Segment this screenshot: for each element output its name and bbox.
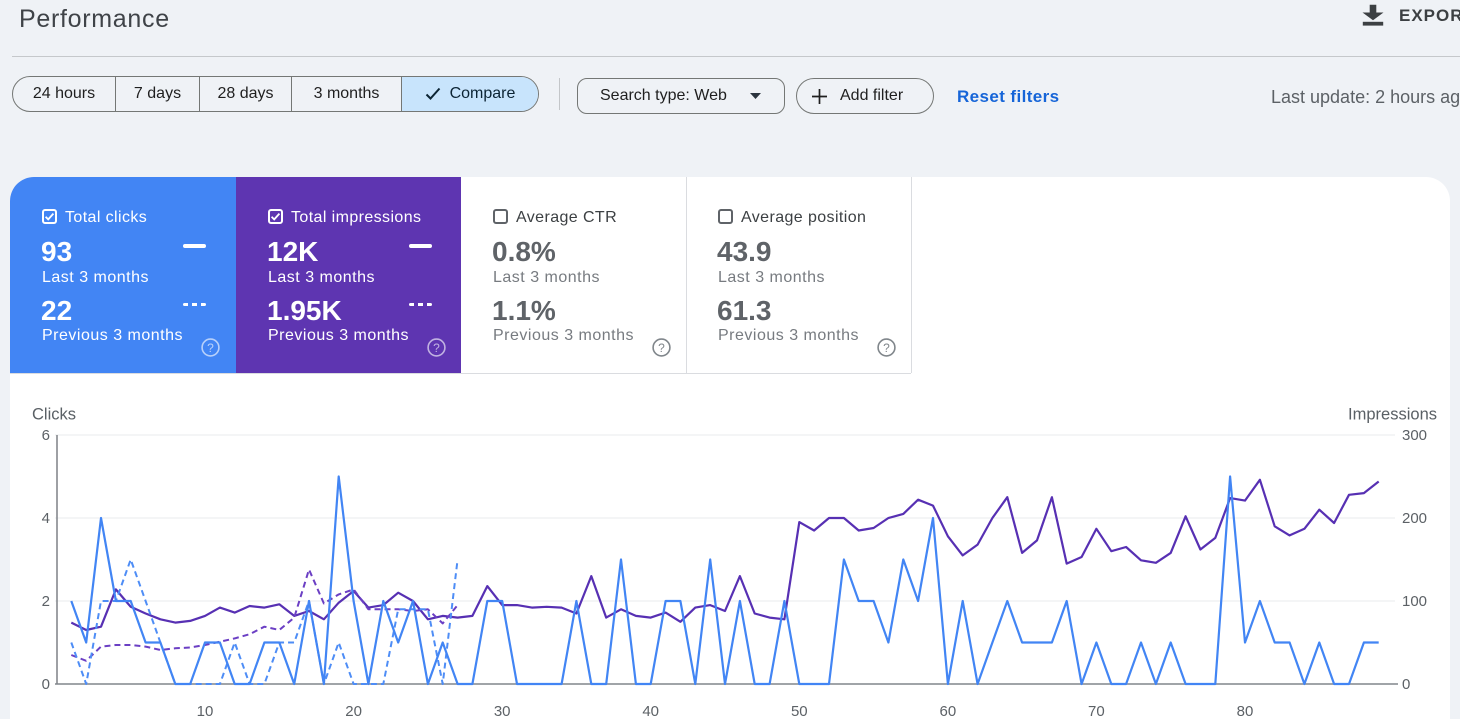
svg-text:4: 4 xyxy=(42,510,50,527)
svg-text:10: 10 xyxy=(197,703,214,719)
svg-text:300: 300 xyxy=(1402,427,1427,444)
svg-text:200: 200 xyxy=(1402,510,1427,527)
svg-text:80: 80 xyxy=(1237,703,1254,719)
svg-text:?: ? xyxy=(658,341,665,355)
svg-text:50: 50 xyxy=(791,703,808,719)
svg-text:0: 0 xyxy=(1402,676,1410,693)
svg-text:?: ? xyxy=(883,341,890,355)
svg-text:70: 70 xyxy=(1088,703,1105,719)
svg-text:?: ? xyxy=(207,341,214,355)
svg-text:100: 100 xyxy=(1402,593,1427,610)
svg-text:40: 40 xyxy=(642,703,659,719)
svg-text:60: 60 xyxy=(940,703,957,719)
svg-text:?: ? xyxy=(433,341,440,355)
svg-text:0: 0 xyxy=(42,676,50,693)
svg-text:20: 20 xyxy=(345,703,362,719)
svg-text:6: 6 xyxy=(42,427,50,444)
svg-text:Clicks: Clicks xyxy=(32,406,76,424)
svg-text:2: 2 xyxy=(42,593,50,610)
svg-text:30: 30 xyxy=(494,703,511,719)
svg-text:Impressions: Impressions xyxy=(1348,406,1437,424)
